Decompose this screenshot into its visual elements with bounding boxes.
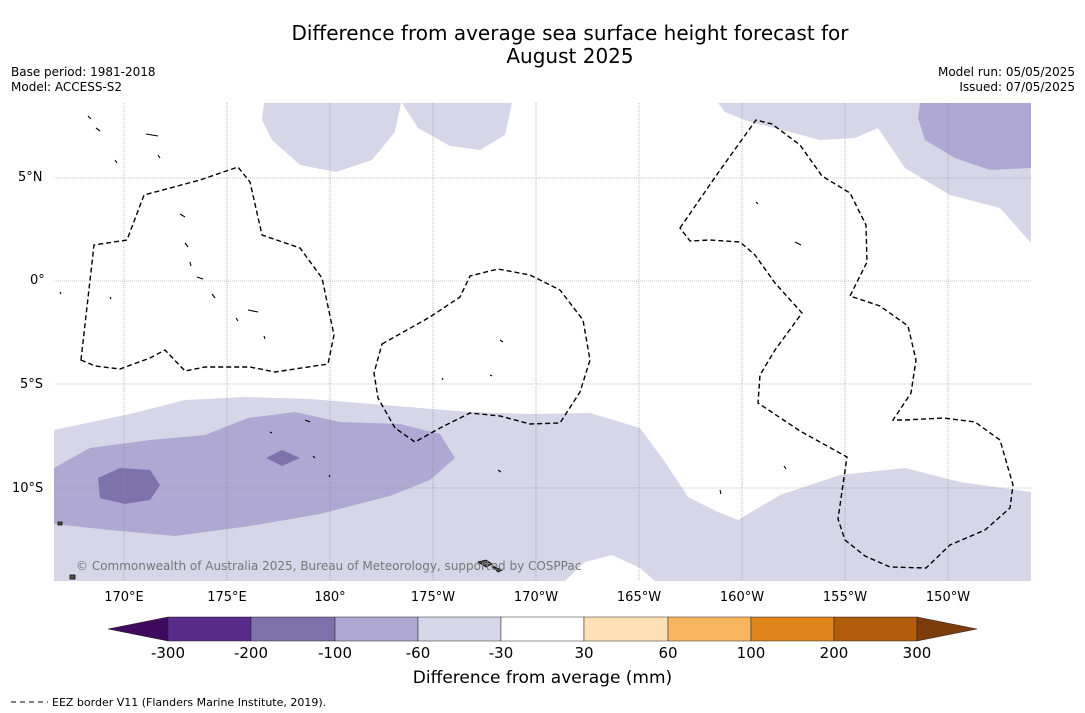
lon-label: 170°W — [513, 590, 559, 605]
lon-label: 150°W — [925, 590, 971, 605]
eez-border — [373, 268, 591, 443]
colorbar-tick: 100 — [736, 644, 766, 662]
title-line-2: August 2025 — [506, 44, 634, 68]
colorbar-segment — [250, 616, 336, 642]
island — [491, 565, 503, 573]
anomaly-region — [54, 412, 455, 536]
anomaly-band-dark — [98, 450, 300, 504]
eez-border — [80, 166, 335, 373]
lat-label-10s: 10°S — [12, 481, 44, 496]
colorbar-tick: -300 — [150, 644, 186, 662]
lon-label: 175°E — [207, 590, 247, 605]
colorbar-tick: 60 — [658, 644, 678, 662]
colorbar-segment — [417, 616, 502, 642]
anomaly-region — [402, 103, 512, 150]
colorbar-segment — [500, 616, 585, 642]
island — [69, 574, 76, 580]
colorbar-extend-high — [916, 616, 978, 642]
map-title: Difference from average sea surface heig… — [0, 22, 1085, 68]
eez-borders — [80, 119, 1014, 569]
colorbar-label: Difference from average (mm) — [412, 668, 673, 688]
neutral-region — [565, 555, 655, 581]
colorbar-segment — [667, 616, 752, 642]
anomaly-region — [98, 468, 160, 504]
model-run: Model run: 05/05/2025 — [937, 65, 1075, 79]
lon-label: 165°W — [616, 590, 662, 605]
colorbar-tick: 200 — [819, 644, 849, 662]
island — [57, 521, 63, 526]
islands-filled — [57, 521, 503, 580]
colorbar-tick: 300 — [902, 644, 932, 662]
colorbar-tick: -30 — [488, 644, 514, 662]
colorbar-tick: 30 — [574, 644, 594, 662]
lon-label: 180° — [314, 590, 346, 605]
lat-label-5s: 5°S — [20, 377, 44, 392]
anomaly-region — [262, 103, 401, 172]
meta-left: Base period: 1981-2018 Model: ACCESS-S2 — [11, 65, 156, 95]
meta-right: Model run: 05/05/2025 Issued: 07/05/2025 — [938, 65, 1075, 95]
map-area — [54, 103, 1031, 581]
colorbar-segment — [583, 616, 669, 642]
lat-label-5n: 5°N — [18, 170, 43, 185]
colorbar-tick: -200 — [233, 644, 269, 662]
eez-legend-text: EEZ border V11 (Flanders Marine Institut… — [52, 696, 327, 709]
colorbar-extend-low — [107, 616, 169, 642]
title-line-1: Difference from average sea surface heig… — [291, 21, 849, 45]
colorbar-segment — [334, 616, 419, 642]
issued-date: Issued: 07/05/2025 — [959, 80, 1075, 94]
lon-label: 155°W — [822, 590, 868, 605]
anomaly-region — [918, 103, 1031, 170]
model-name: Model: ACCESS-S2 — [11, 80, 123, 94]
lon-label: 160°W — [719, 590, 765, 605]
anomaly-band-medium — [54, 103, 1031, 536]
lat-label-0: 0° — [30, 273, 45, 288]
lon-label: 175°W — [410, 590, 456, 605]
colorbar-tick: -60 — [405, 644, 431, 662]
colorbar — [107, 616, 978, 642]
gridlines — [54, 103, 1031, 581]
anomaly-region — [266, 450, 300, 466]
copyright-notice: © Commonwealth of Australia 2025, Bureau… — [76, 559, 582, 573]
colorbar-segment — [750, 616, 835, 642]
islands — [59, 115, 802, 495]
colorbar-tick: -100 — [317, 644, 353, 662]
colorbar-segment — [833, 616, 918, 642]
base-period: Base period: 1981-2018 — [11, 65, 156, 79]
island — [476, 559, 493, 568]
island-outline — [59, 115, 802, 495]
lon-label: 170°E — [104, 590, 144, 605]
eez-border — [679, 119, 1014, 569]
colorbar-segment — [167, 616, 252, 642]
